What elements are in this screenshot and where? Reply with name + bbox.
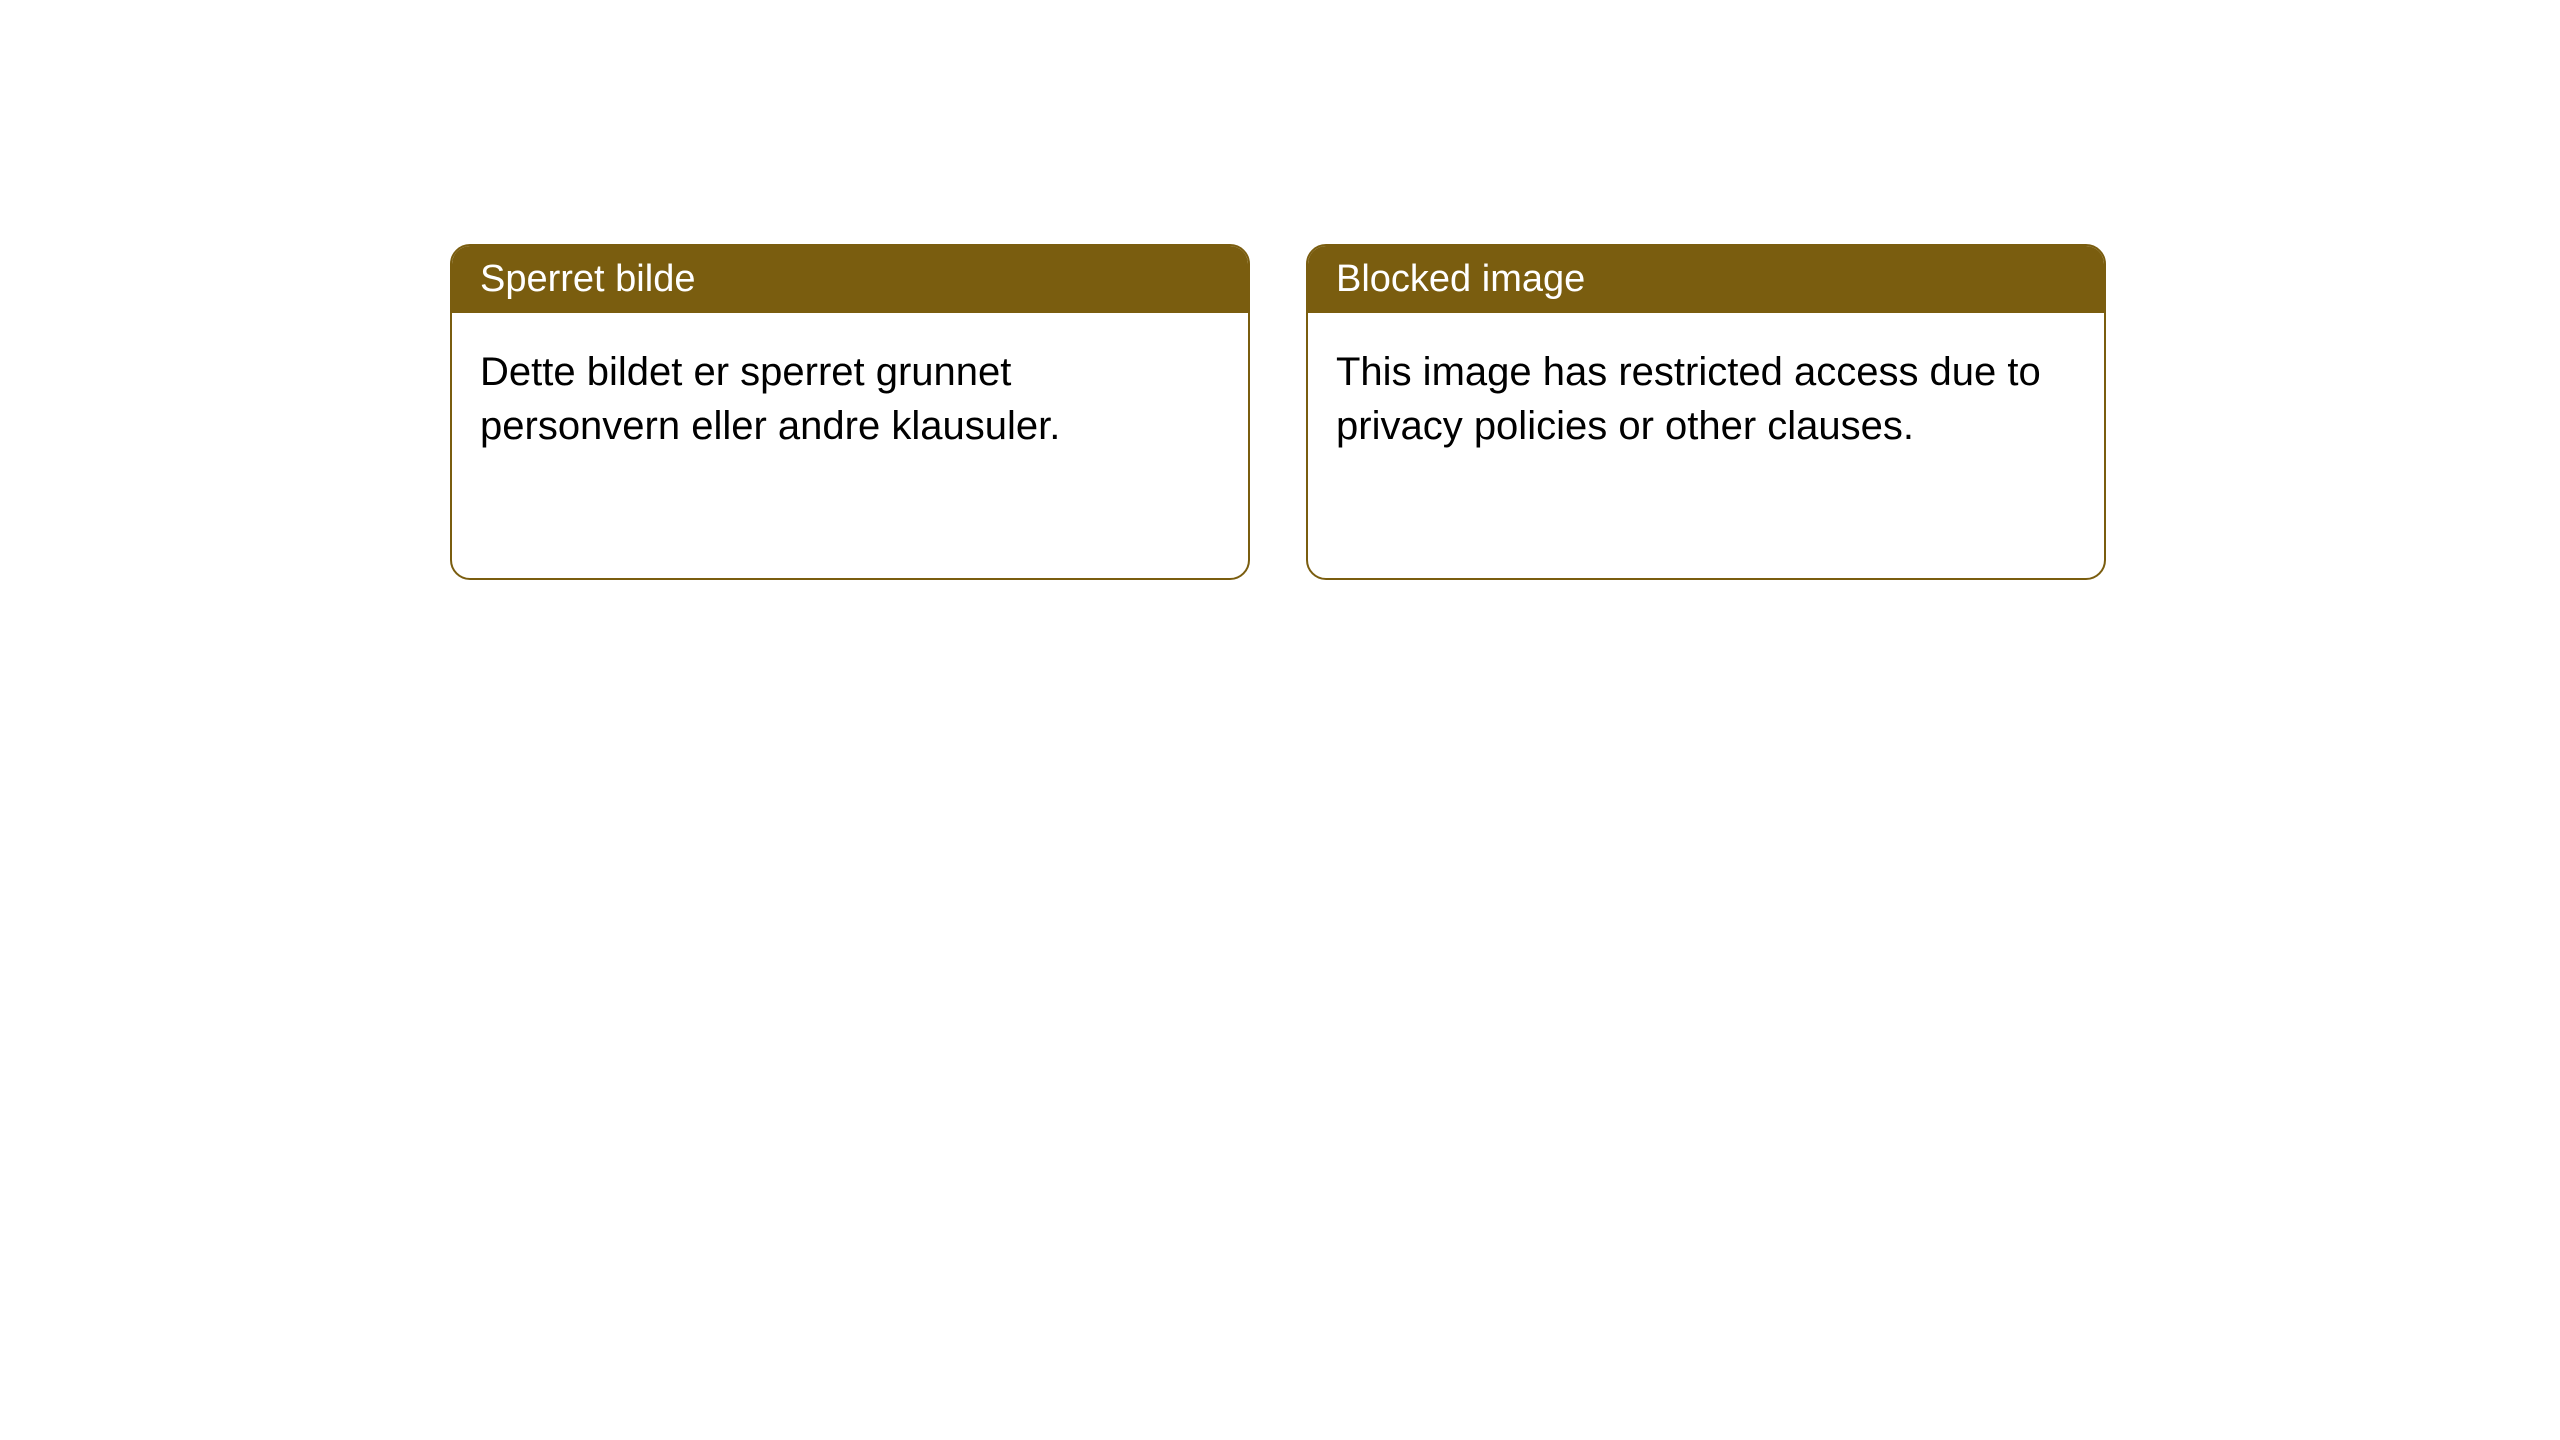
card-header-norwegian: Sperret bilde <box>452 246 1248 313</box>
card-body-english: This image has restricted access due to … <box>1308 313 2104 485</box>
notice-card-english: Blocked image This image has restricted … <box>1306 244 2106 580</box>
card-body-norwegian: Dette bildet er sperret grunnet personve… <box>452 313 1248 485</box>
notice-card-norwegian: Sperret bilde Dette bildet er sperret gr… <box>450 244 1250 580</box>
card-header-english: Blocked image <box>1308 246 2104 313</box>
notice-cards-row: Sperret bilde Dette bildet er sperret gr… <box>450 244 2106 580</box>
